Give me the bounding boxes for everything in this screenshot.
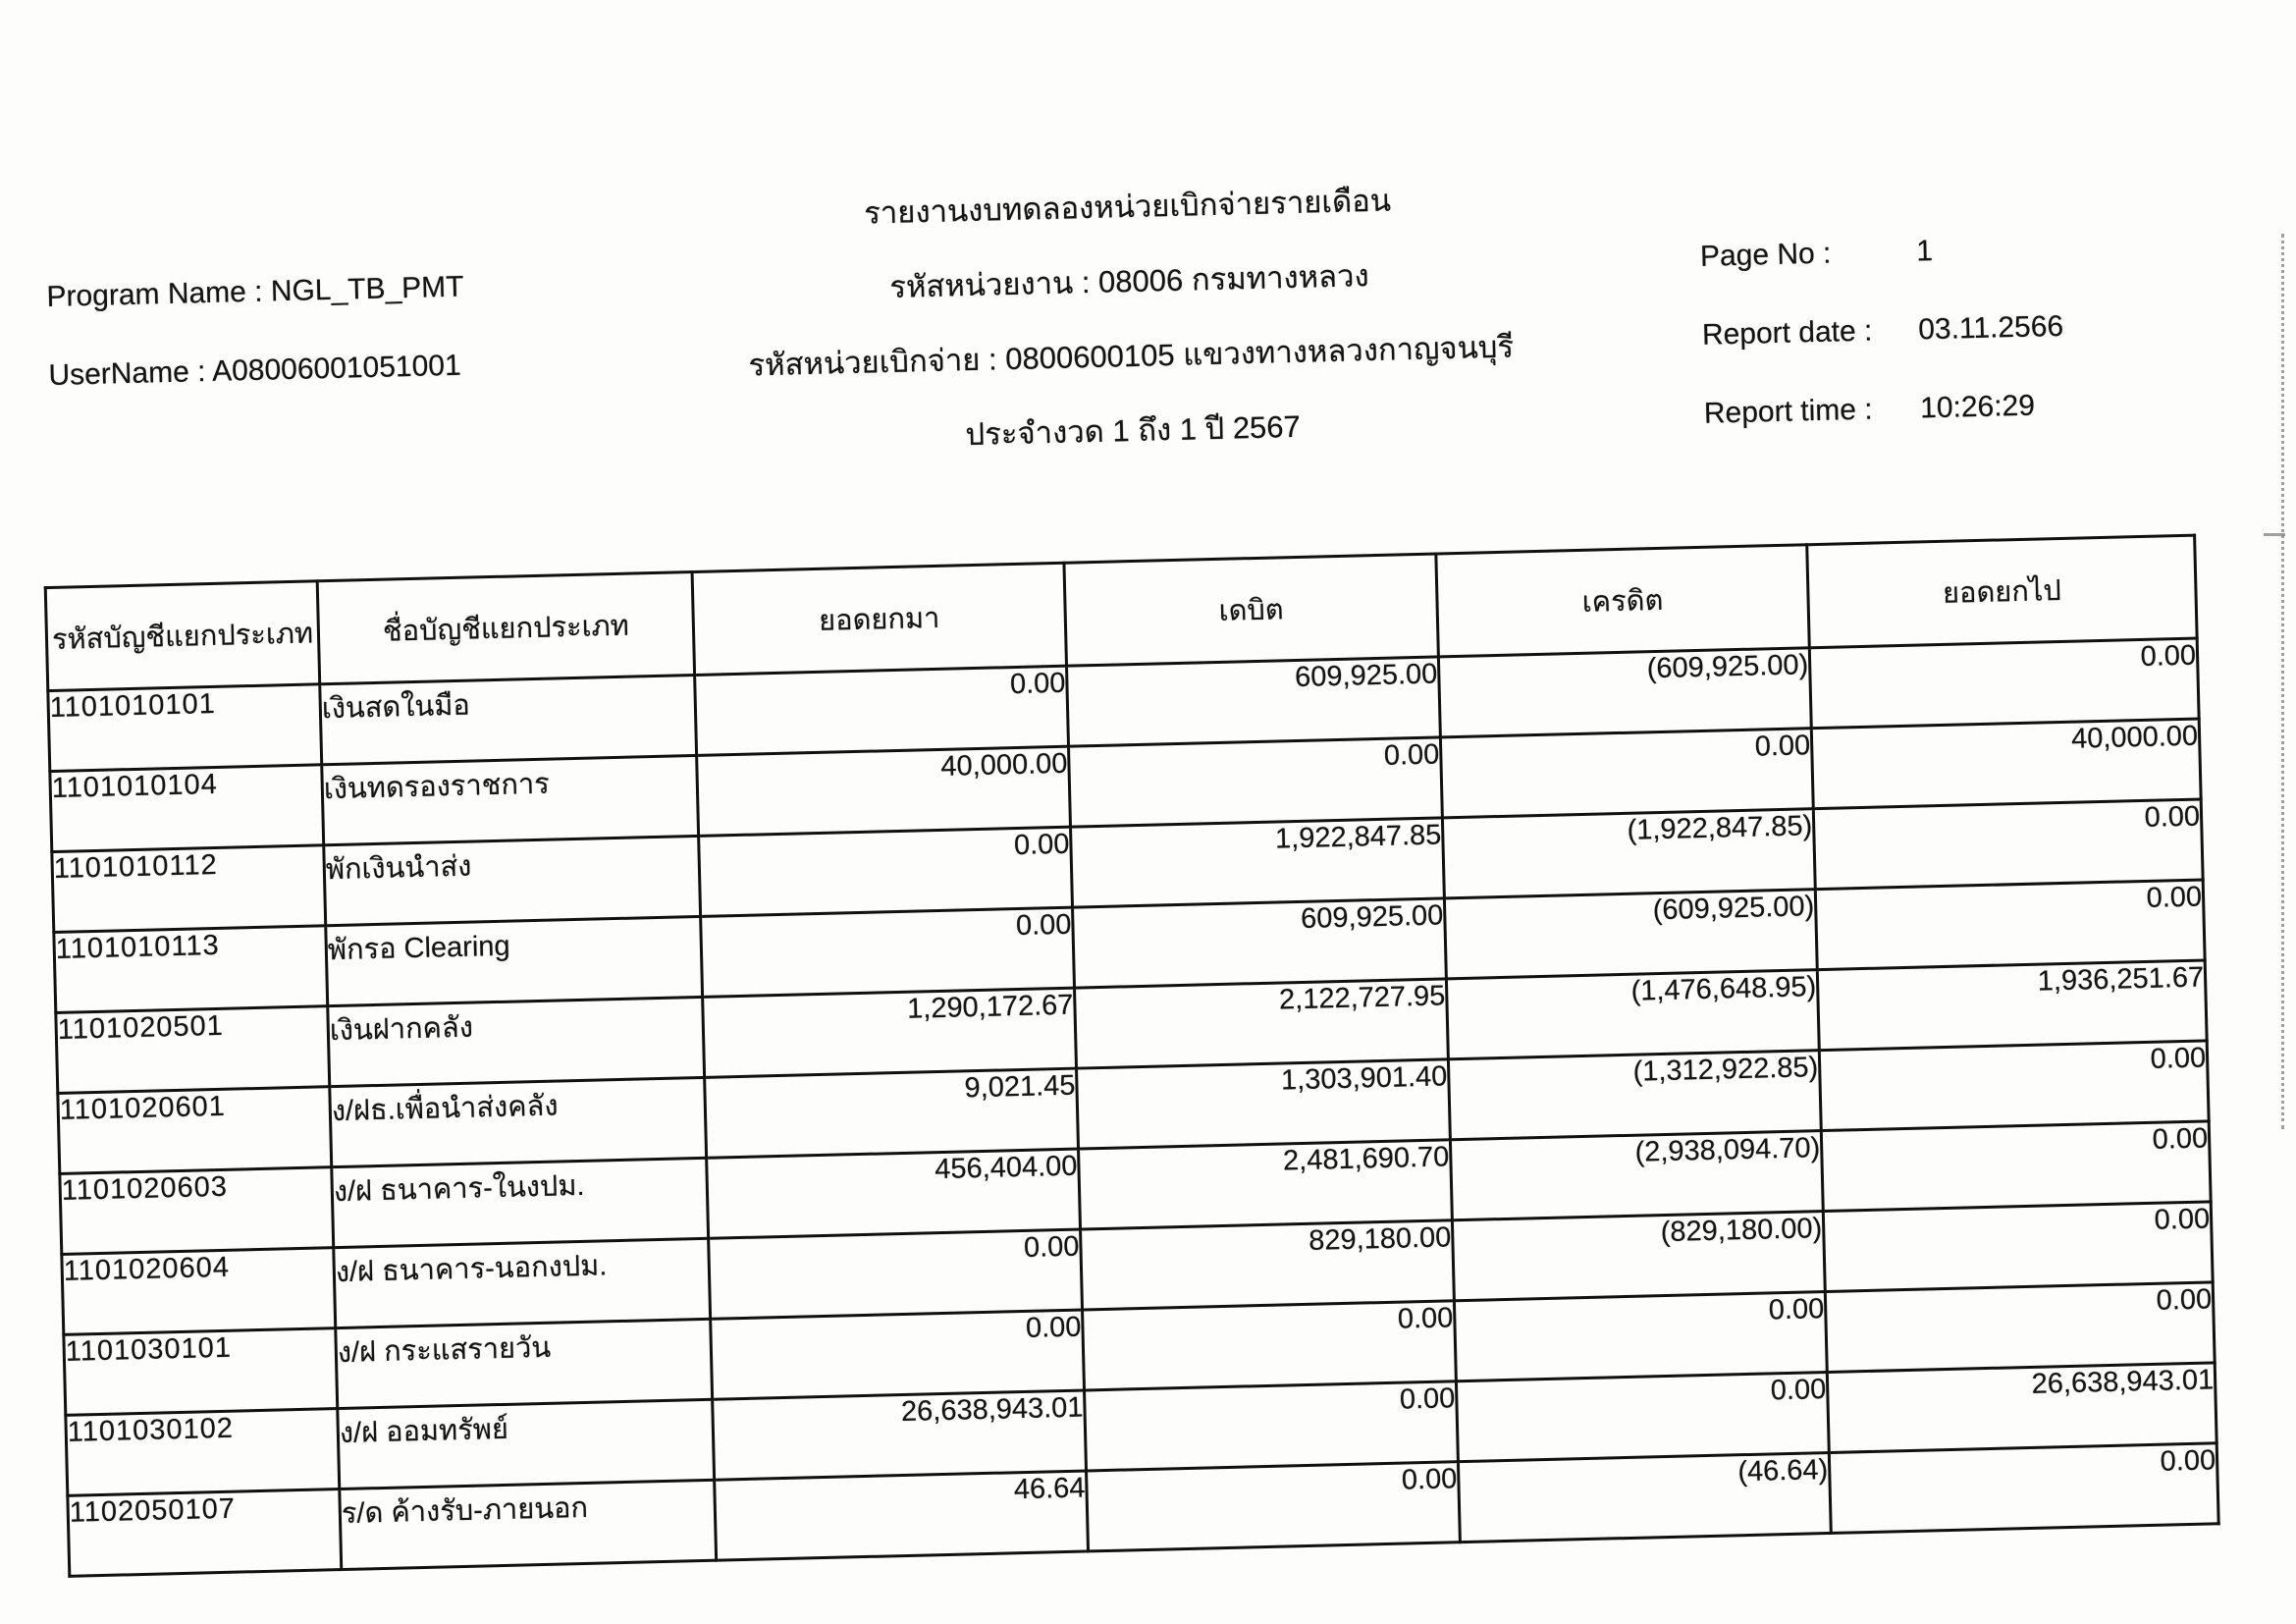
- account-code-cell: 1101010104: [49, 764, 324, 852]
- credit-cell: (2,938,094.70): [1450, 1130, 1824, 1220]
- ending-balance-cell: 0.00: [1813, 799, 2204, 890]
- account-name-cell: ง/ฝธ.เพื่อนำส่งคลัง: [329, 1077, 707, 1167]
- ending-balance-cell: 0.00: [1809, 638, 2200, 729]
- credit-cell: (829,180.00): [1452, 1211, 1826, 1301]
- ending-balance-cell: 0.00: [1825, 1281, 2216, 1373]
- beginning-balance-cell: 0.00: [710, 1310, 1085, 1400]
- debit-cell: 0.00: [1084, 1380, 1459, 1471]
- debit-cell: 2,481,690.70: [1078, 1139, 1453, 1230]
- report-time-value: 10:26:29: [1919, 389, 2036, 425]
- account-code-cell: 1101030101: [63, 1327, 338, 1416]
- beginning-balance-cell: 40,000.00: [696, 746, 1071, 837]
- report-title-block: รายงานงบทดลองหน่วยเบิกจ่ายรายเดือน รหัสห…: [400, 174, 1860, 508]
- scanner-dotted-line-artifact: [2281, 234, 2284, 1129]
- report-date-label: Report date :: [1701, 314, 1873, 352]
- account-code-cell: 1101010113: [53, 925, 328, 1013]
- trial-balance-table: รหัสบัญชีแยกประเภท ชื่อบัญชีแยกประเภท ยอ…: [44, 534, 2220, 1578]
- account-name-cell: พักรอ Clearing: [325, 916, 703, 1006]
- ending-balance-cell: 0.00: [1823, 1201, 2214, 1292]
- account-code-cell: 1101020601: [57, 1086, 332, 1174]
- column-header-account-code: รหัสบัญชีแยกประเภท: [45, 580, 320, 691]
- ending-balance-cell: 0.00: [1829, 1442, 2219, 1534]
- ending-balance-cell: 0.00: [1815, 880, 2206, 970]
- account-name-cell: ง/ฝ ธนาคาร-ในงปม.: [331, 1158, 709, 1248]
- account-table-body: 1101010101 เงินสดในมือ 0.00 609,925.00 (…: [47, 638, 2219, 1577]
- account-code-cell: 1101010101: [47, 683, 322, 772]
- beginning-balance-cell: 9,021.45: [704, 1068, 1079, 1159]
- account-name-cell: พักเงินนำส่ง: [323, 836, 701, 926]
- account-code-cell: 1101030102: [65, 1408, 340, 1496]
- credit-cell: (1,476,648.95): [1446, 969, 1820, 1059]
- debit-cell: 609,925.00: [1072, 897, 1447, 989]
- report-date-value: 03.11.2566: [1917, 309, 2064, 347]
- debit-cell: 2,122,727.95: [1074, 978, 1449, 1069]
- beginning-balance-cell: 0.00: [694, 666, 1069, 756]
- account-name-cell: เงินสดในมือ: [319, 675, 697, 765]
- report-date-line: Report date : 03.11.2566: [1701, 309, 2064, 352]
- scanner-tick-artifact: [2264, 533, 2285, 536]
- debit-cell: 0.00: [1068, 736, 1443, 828]
- account-code-cell: 1101020603: [59, 1166, 334, 1255]
- column-header-ending-balance: ยอดยกไป: [1806, 535, 2198, 648]
- credit-cell: (46.64): [1458, 1452, 1832, 1543]
- column-header-account-name: ชื่อบัญชีแยกประเภท: [317, 571, 695, 684]
- column-header-debit: เดบิต: [1063, 553, 1439, 667]
- beginning-balance-cell: 26,638,943.01: [712, 1390, 1087, 1481]
- page-no-value: 1: [1915, 235, 1934, 268]
- account-code-cell: 1101010112: [51, 844, 326, 933]
- report-info-block: Page No : 1 Report date : 03.11.2566 Rep…: [1700, 234, 2067, 478]
- beginning-balance-cell: 46.64: [714, 1470, 1089, 1561]
- credit-cell: 0.00: [1454, 1291, 1828, 1381]
- credit-cell: 0.00: [1440, 728, 1814, 818]
- account-code-cell: 1101020501: [55, 1005, 330, 1094]
- beginning-balance-cell: 0.00: [698, 827, 1073, 917]
- ending-balance-cell: 1,936,251.67: [1817, 959, 2208, 1051]
- debit-cell: 0.00: [1086, 1461, 1461, 1551]
- page-no-label: Page No :: [1699, 237, 1832, 273]
- beginning-balance-cell: 0.00: [700, 907, 1075, 998]
- period-line: ประจำงวด 1 ถึง 1 ปี 2567: [965, 408, 1302, 453]
- ending-balance-cell: 40,000.00: [1811, 719, 2202, 809]
- ending-balance-cell: 0.00: [1821, 1120, 2212, 1212]
- account-code-cell: 1101020604: [61, 1247, 336, 1335]
- credit-cell: (609,925.00): [1438, 647, 1812, 737]
- debit-cell: 1,922,847.85: [1070, 817, 1445, 908]
- account-name-cell: ร/ด ค้างรับ-ภายนอก: [339, 1480, 717, 1570]
- column-header-beginning-balance: ยอดยกมา: [692, 563, 1067, 676]
- report-title: รายงานงบทดลองหน่วยเบิกจ่ายรายเดือน: [863, 183, 1392, 231]
- ending-balance-cell: 26,638,943.01: [1827, 1362, 2217, 1453]
- report-time-line: Report time : 10:26:29: [1703, 389, 2066, 430]
- user-name-line: UserName : A08006001051001: [48, 349, 462, 392]
- account-name-cell: เงินฝากคลัง: [327, 997, 705, 1087]
- credit-cell: (1,312,922.85): [1448, 1050, 1822, 1140]
- credit-cell: (609,925.00): [1444, 889, 1818, 979]
- ending-balance-cell: 0.00: [1819, 1040, 2210, 1131]
- report-time-label: Report time :: [1703, 393, 1874, 430]
- credit-cell: 0.00: [1456, 1372, 1830, 1462]
- agency-code-line: รหัสหน่วยงาน : 08006 กรมทางหลวง: [888, 258, 1370, 305]
- account-code-cell: 1102050107: [67, 1489, 342, 1577]
- beginning-balance-cell: 1,290,172.67: [702, 988, 1077, 1078]
- debit-cell: 1,303,901.40: [1076, 1058, 1451, 1150]
- page-no-line: Page No : 1: [1699, 234, 2062, 273]
- debit-cell: 609,925.00: [1066, 656, 1441, 747]
- beginning-balance-cell: 456,404.00: [706, 1149, 1081, 1239]
- beginning-balance-cell: 0.00: [708, 1229, 1083, 1320]
- account-name-cell: ง/ฝ กระแสรายวัน: [335, 1319, 713, 1409]
- program-name-line: Program Name : NGL_TB_PMT: [46, 270, 464, 313]
- column-header-credit: เครดิต: [1435, 544, 1810, 657]
- credit-cell: (1,922,847.85): [1442, 808, 1816, 898]
- account-name-cell: ง/ฝ ธนาคาร-นอกงปม.: [333, 1238, 711, 1328]
- debit-cell: 0.00: [1082, 1300, 1457, 1391]
- disbursement-unit-line: รหัสหน่วยเบิกจ่าย : 0800600105 แขวงทางหล…: [748, 329, 1515, 383]
- debit-cell: 829,180.00: [1080, 1219, 1455, 1311]
- account-name-cell: ง/ฝ ออมทรัพย์: [337, 1399, 715, 1489]
- account-name-cell: เงินทดรองราชการ: [321, 755, 699, 845]
